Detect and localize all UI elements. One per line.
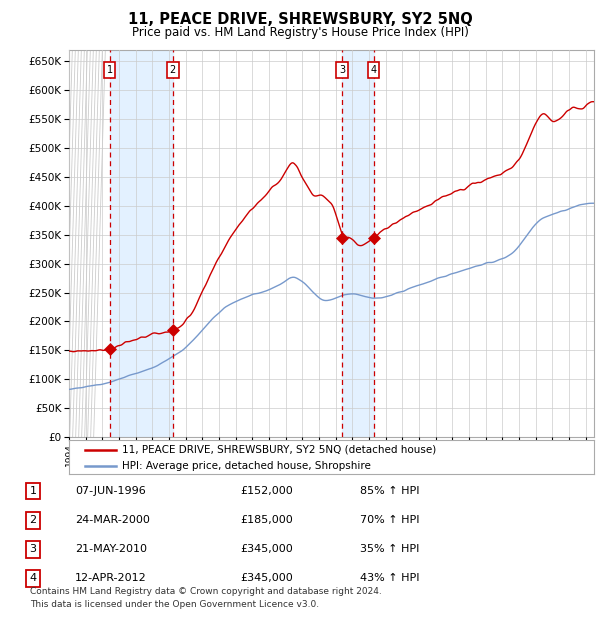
Text: £345,000: £345,000 bbox=[240, 544, 293, 554]
Text: 07-JUN-1996: 07-JUN-1996 bbox=[75, 486, 146, 496]
Text: 1: 1 bbox=[29, 486, 37, 496]
Text: 70% ↑ HPI: 70% ↑ HPI bbox=[360, 515, 419, 525]
Text: 11, PEACE DRIVE, SHREWSBURY, SY2 5NQ (detached house): 11, PEACE DRIVE, SHREWSBURY, SY2 5NQ (de… bbox=[121, 445, 436, 454]
Bar bbox=[69, 50, 91, 437]
Text: 4: 4 bbox=[29, 574, 37, 583]
Text: 1: 1 bbox=[107, 65, 113, 75]
Text: 2: 2 bbox=[170, 65, 176, 75]
Text: 2: 2 bbox=[29, 515, 37, 525]
Text: Contains HM Land Registry data © Crown copyright and database right 2024.: Contains HM Land Registry data © Crown c… bbox=[30, 587, 382, 596]
Text: 35% ↑ HPI: 35% ↑ HPI bbox=[360, 544, 419, 554]
Bar bbox=[342, 50, 374, 437]
Text: 85% ↑ HPI: 85% ↑ HPI bbox=[360, 486, 419, 496]
Text: 12-APR-2012: 12-APR-2012 bbox=[75, 574, 147, 583]
Text: 24-MAR-2000: 24-MAR-2000 bbox=[75, 515, 150, 525]
Text: 21-MAY-2010: 21-MAY-2010 bbox=[75, 544, 147, 554]
Text: 11, PEACE DRIVE, SHREWSBURY, SY2 5NQ: 11, PEACE DRIVE, SHREWSBURY, SY2 5NQ bbox=[128, 12, 472, 27]
Text: 4: 4 bbox=[371, 65, 377, 75]
Text: 43% ↑ HPI: 43% ↑ HPI bbox=[360, 574, 419, 583]
Bar bbox=[110, 50, 173, 437]
Text: £152,000: £152,000 bbox=[240, 486, 293, 496]
Text: £185,000: £185,000 bbox=[240, 515, 293, 525]
Text: 3: 3 bbox=[29, 544, 37, 554]
Text: This data is licensed under the Open Government Licence v3.0.: This data is licensed under the Open Gov… bbox=[30, 600, 319, 609]
Text: HPI: Average price, detached house, Shropshire: HPI: Average price, detached house, Shro… bbox=[121, 461, 370, 471]
Text: £345,000: £345,000 bbox=[240, 574, 293, 583]
Text: 3: 3 bbox=[339, 65, 345, 75]
Text: Price paid vs. HM Land Registry's House Price Index (HPI): Price paid vs. HM Land Registry's House … bbox=[131, 26, 469, 39]
